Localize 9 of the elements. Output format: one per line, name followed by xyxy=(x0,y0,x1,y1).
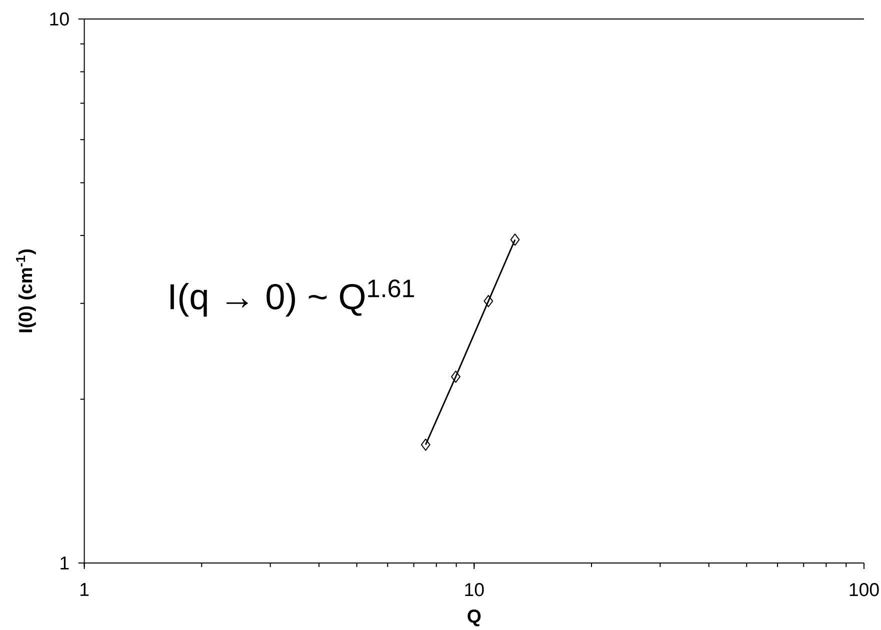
annotation: I(q → 0) ~ Q$^{1.61}$ xyxy=(170,280,414,317)
x-axis-title: Q xyxy=(468,610,481,626)
point xyxy=(451,370,460,383)
x-tick-label: 100 xyxy=(850,582,879,596)
x-tick-label: 1 xyxy=(80,583,89,596)
x-tick-label: 10 xyxy=(465,582,484,596)
point xyxy=(510,234,520,246)
point xyxy=(420,438,430,451)
y-axis-title: I(0) (cm$^{-1}$) xyxy=(16,249,36,332)
